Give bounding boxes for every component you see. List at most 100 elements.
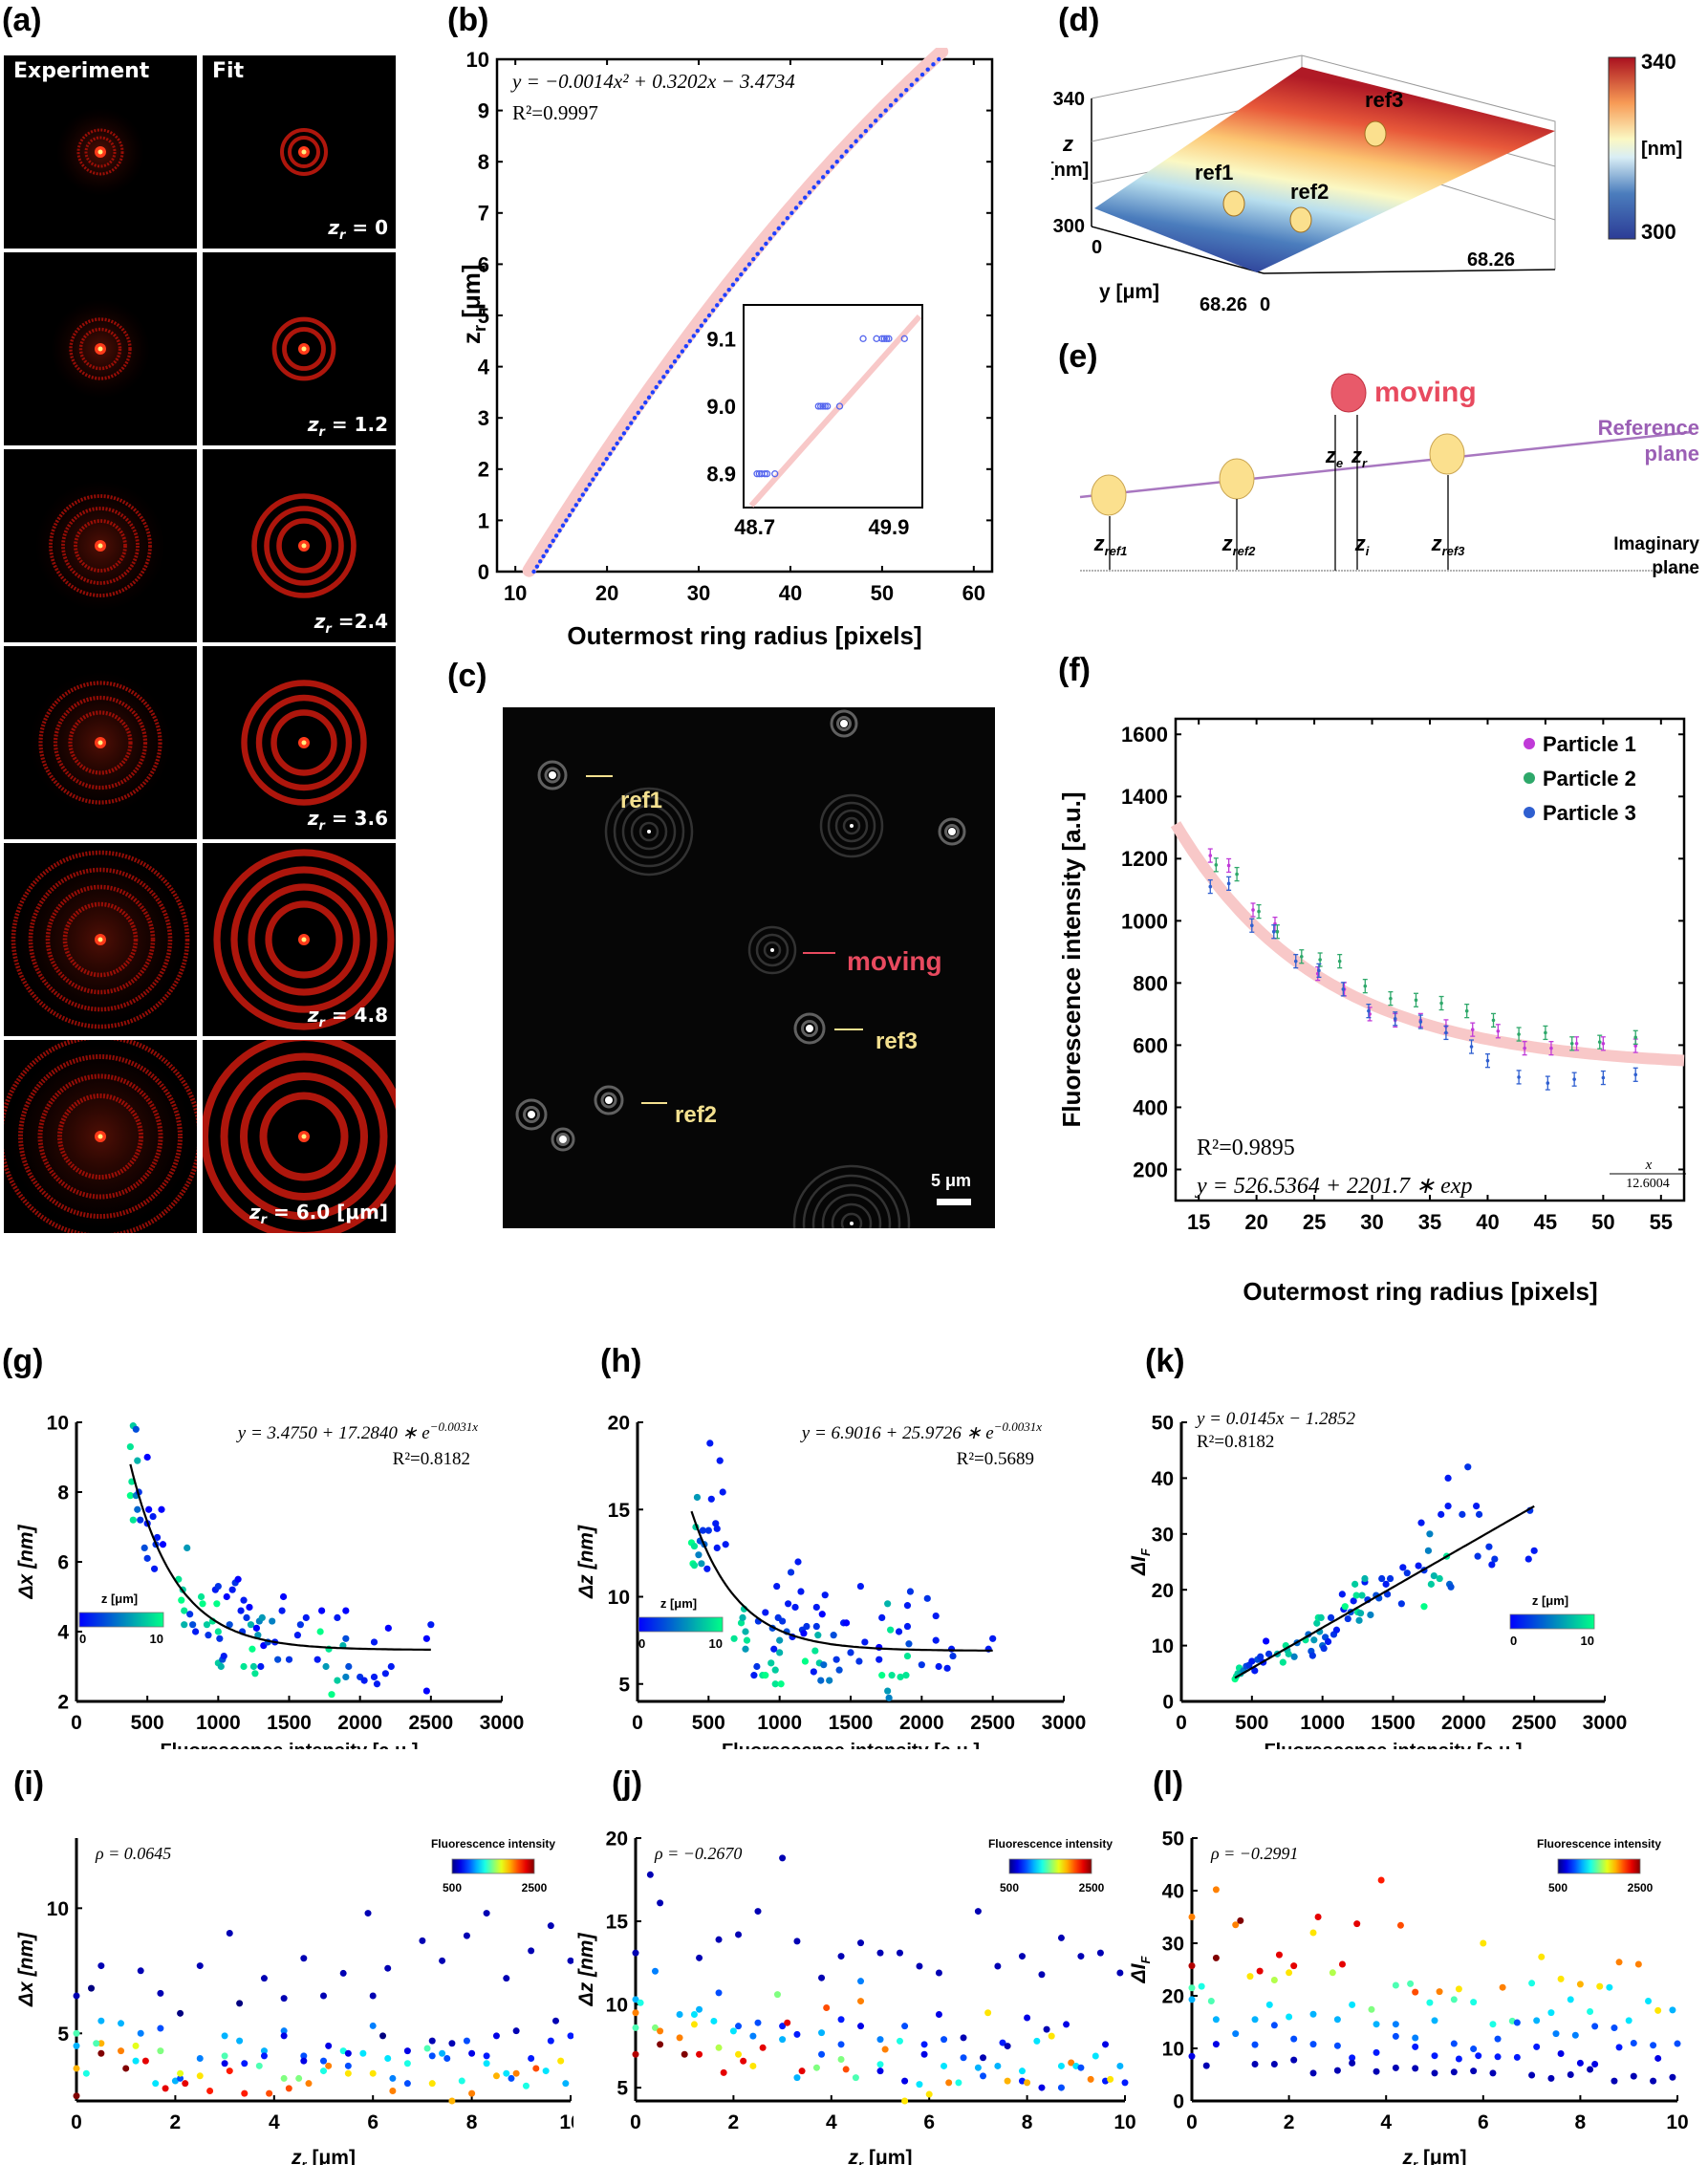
legend-marker xyxy=(1524,772,1535,784)
psf-ring xyxy=(280,128,328,176)
ref-marker xyxy=(1289,206,1312,233)
data-point xyxy=(1235,872,1239,877)
psf-ring xyxy=(38,681,162,805)
data-point xyxy=(1024,2079,1031,2087)
data-point xyxy=(186,1611,194,1618)
data-point xyxy=(328,1691,335,1699)
data-point xyxy=(258,1613,266,1621)
x-tick-label: 3000 xyxy=(1583,1712,1628,1734)
data-point xyxy=(322,1662,330,1671)
particle-ring xyxy=(556,1133,570,1146)
psf-ring xyxy=(265,900,343,979)
data-point xyxy=(1337,959,1342,963)
data-point xyxy=(1417,1519,1425,1526)
zref2-label: zref2 xyxy=(1222,531,1257,558)
data-point xyxy=(1038,1971,1046,1979)
fit-equation: y = 3.4750 + 17.2840 ∗ e−0.0031x xyxy=(236,1419,478,1443)
data-point xyxy=(316,1628,324,1635)
psf-ring xyxy=(57,1093,143,1180)
x-tick-label: 10 xyxy=(1113,2111,1135,2133)
psf-rings xyxy=(11,850,190,1029)
data-point xyxy=(141,2057,149,2065)
data-point xyxy=(706,1440,714,1447)
data-point xyxy=(693,1493,702,1502)
data-point xyxy=(251,1670,259,1678)
data-point xyxy=(1256,1967,1264,1975)
data-point xyxy=(1557,1975,1565,1982)
data-point xyxy=(1290,1962,1298,1970)
inset-frame xyxy=(743,304,923,509)
inset-data-point xyxy=(882,335,891,342)
data-point xyxy=(422,1635,430,1642)
fit-equation: y = 6.9016 + 25.9726 ∗ e−0.0031x xyxy=(800,1419,1042,1443)
ref-particle xyxy=(537,760,568,790)
x-tick-label: 3000 xyxy=(480,1712,525,1734)
zi-label: zi xyxy=(1354,531,1370,558)
data-point xyxy=(547,2037,554,2045)
x-axis-label: zr [μm] xyxy=(1402,2147,1467,2165)
data-point xyxy=(887,1626,895,1634)
correlation-coefficient: ρ = −0.2670 xyxy=(654,1844,742,1863)
particle-core xyxy=(948,828,956,835)
data-point xyxy=(876,2036,884,2044)
data-point xyxy=(439,2049,446,2057)
x-tick-label: 50 xyxy=(871,581,894,605)
data-point xyxy=(181,1621,188,1629)
data-point xyxy=(1373,2021,1380,2028)
psf-rings xyxy=(0,1034,203,1239)
data-point xyxy=(1338,1591,1346,1598)
particle-core xyxy=(850,824,854,828)
data-point xyxy=(1350,1597,1357,1605)
data-point xyxy=(1444,1030,1448,1035)
data-point xyxy=(932,1612,940,1620)
ref-particle xyxy=(1219,458,1255,500)
data-point xyxy=(729,2027,737,2035)
data-point xyxy=(690,1542,699,1550)
reference-plane-label-2: plane xyxy=(1645,442,1699,465)
psf-ring xyxy=(230,866,378,1013)
colorbar xyxy=(1509,1613,1595,1630)
y-tick-label: 8 xyxy=(478,150,489,174)
data-point xyxy=(1344,1614,1351,1623)
data-point xyxy=(177,2074,184,2082)
data-point xyxy=(1489,2069,1497,2077)
data-point xyxy=(223,1592,230,1601)
data-point xyxy=(1102,2041,1110,2048)
data-point xyxy=(369,2069,377,2077)
data-point xyxy=(544,549,550,553)
data-point xyxy=(1207,1998,1215,2004)
data-point xyxy=(931,62,936,67)
data-point xyxy=(916,2081,923,2089)
data-point xyxy=(716,1457,724,1464)
data-point xyxy=(668,364,674,369)
inset-data-point xyxy=(771,470,779,478)
data-point xyxy=(1257,909,1261,914)
particle-ring xyxy=(537,760,568,790)
data-point xyxy=(676,2010,683,2018)
data-point xyxy=(249,1662,258,1671)
data-point xyxy=(1654,2006,1662,2014)
data-point xyxy=(1068,2059,1075,2067)
data-point xyxy=(974,2064,982,2071)
data-point xyxy=(1263,1637,1270,1645)
data-point xyxy=(1246,1973,1254,1981)
zr-value-label: zr = 1.2 xyxy=(307,413,388,440)
data-point xyxy=(178,1596,185,1604)
data-point xyxy=(443,2054,451,2062)
data-point xyxy=(463,1932,470,1939)
data-point xyxy=(403,2047,411,2055)
data-point xyxy=(903,1622,912,1631)
data-point xyxy=(1427,1580,1435,1588)
moving-particle xyxy=(1330,373,1367,413)
data-point xyxy=(856,1582,865,1591)
y-tick-label: 1 xyxy=(478,509,489,532)
fit-equation: y = 526.5364 + 2201.7 ∗ exp xyxy=(1195,1174,1472,1199)
data-point xyxy=(427,1621,435,1629)
x-tick-label: 2000 xyxy=(899,1712,944,1734)
data-point xyxy=(260,1975,268,1982)
data-point xyxy=(916,1962,923,1970)
data-point xyxy=(1310,1636,1318,1644)
data-point xyxy=(384,1964,392,1972)
data-point xyxy=(334,1677,341,1684)
y-tick-label: 30 xyxy=(1152,1524,1174,1546)
